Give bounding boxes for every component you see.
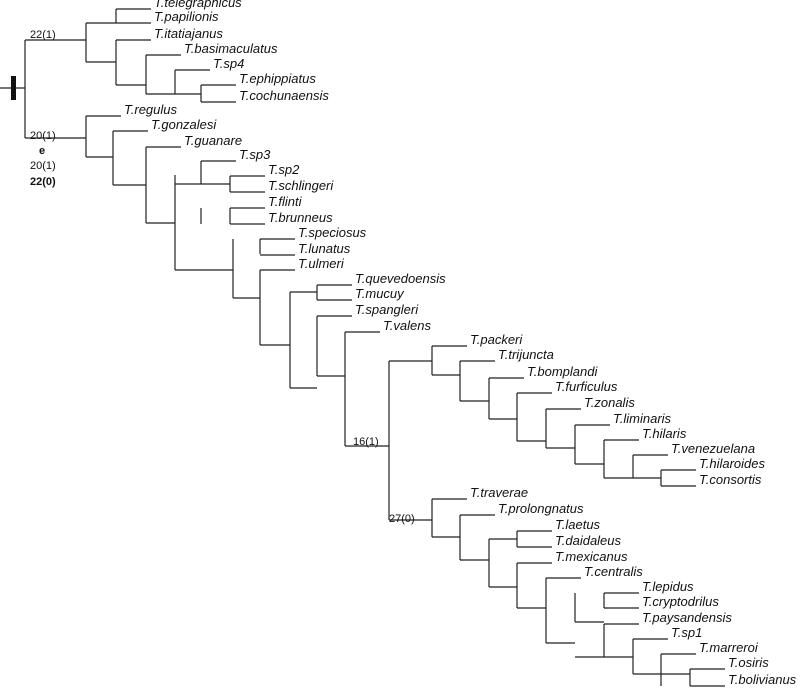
taxon-label: T.hilaris: [642, 426, 687, 441]
taxon-label: T.bomplandi: [527, 364, 598, 379]
taxon-label: T.furficulus: [555, 379, 618, 394]
taxon-label: T.consortis: [699, 472, 762, 487]
taxon-label: T.itatiajanus: [154, 26, 223, 41]
node-label-16-1: 16(1): [353, 436, 379, 448]
taxon-label: T.packeri: [470, 332, 523, 347]
taxon-label: T.venezuelana: [671, 441, 755, 456]
taxon-label: T.regulus: [124, 102, 177, 117]
taxon-label: T.schlingeri: [268, 178, 334, 193]
taxon-label: T.papilionis: [154, 9, 219, 24]
node-label-e: e: [39, 145, 45, 157]
taxon-label: T.centralis: [584, 564, 643, 579]
taxon-label: T.mucuy: [355, 286, 405, 301]
taxon-label: T.basimaculatus: [184, 41, 278, 56]
taxon-label: T.bolivianus: [728, 672, 797, 687]
taxon-label: T.hilaroides: [699, 456, 766, 471]
taxon-label: T.laetus: [555, 517, 601, 532]
taxon-label: T.ephippiatus: [239, 71, 316, 86]
node-label-20-1: 20(1): [30, 130, 56, 142]
node-labels: 22(1) 20(1) e 20(1) 22(0) 16(1) 27(0): [30, 29, 415, 525]
taxon-label: T.prolongnatus: [498, 501, 584, 516]
taxon-label: T.brunneus: [268, 210, 333, 225]
root-character-bar: [11, 76, 16, 100]
taxon-label: T.telegraphicus: [154, 0, 242, 10]
taxon-label: T.trijuncta: [498, 347, 554, 362]
taxon-label: T.sp2: [268, 162, 300, 177]
taxon-label: T.guanare: [184, 133, 242, 148]
taxon-label: T.gonzalesi: [151, 117, 217, 132]
taxon-label: T.sp1: [671, 625, 702, 640]
taxon-label: T.quevedoensis: [355, 271, 446, 286]
taxon-label: T.paysandensis: [642, 610, 732, 625]
taxon-label: T.lunatus: [298, 241, 351, 256]
taxon-label: T.ulmeri: [298, 256, 345, 271]
node-label-27-0: 27(0): [389, 513, 415, 525]
taxon-label: T.flinti: [268, 194, 303, 209]
taxon-label: T.mexicanus: [555, 549, 628, 564]
taxon-label: T.valens: [383, 318, 431, 333]
taxon-label: T.sp4: [213, 56, 244, 71]
taxon-label: T.speciosus: [298, 225, 367, 240]
taxon-label: T.osiris: [728, 655, 769, 670]
taxon-label: T.zonalis: [584, 395, 635, 410]
taxon-label: T.lepidus: [642, 579, 694, 594]
taxon-label: T.traverae: [470, 485, 528, 500]
node-label-20-1-second: 20(1): [30, 160, 56, 172]
taxon-label: T.liminaris: [613, 411, 672, 426]
tree-branches: [0, 8, 725, 687]
node-label-22-1: 22(1): [30, 29, 56, 41]
taxon-label: T.cryptodrilus: [642, 594, 719, 609]
taxon-label: T.sp3: [239, 147, 271, 162]
taxon-label: T.marreroi: [699, 640, 759, 655]
taxon-label: T.daidaleus: [555, 533, 622, 548]
node-label-22-0: 22(0): [30, 176, 56, 188]
taxon-label: T.cochunaensis: [239, 88, 329, 103]
taxon-label: T.spangleri: [355, 302, 419, 317]
